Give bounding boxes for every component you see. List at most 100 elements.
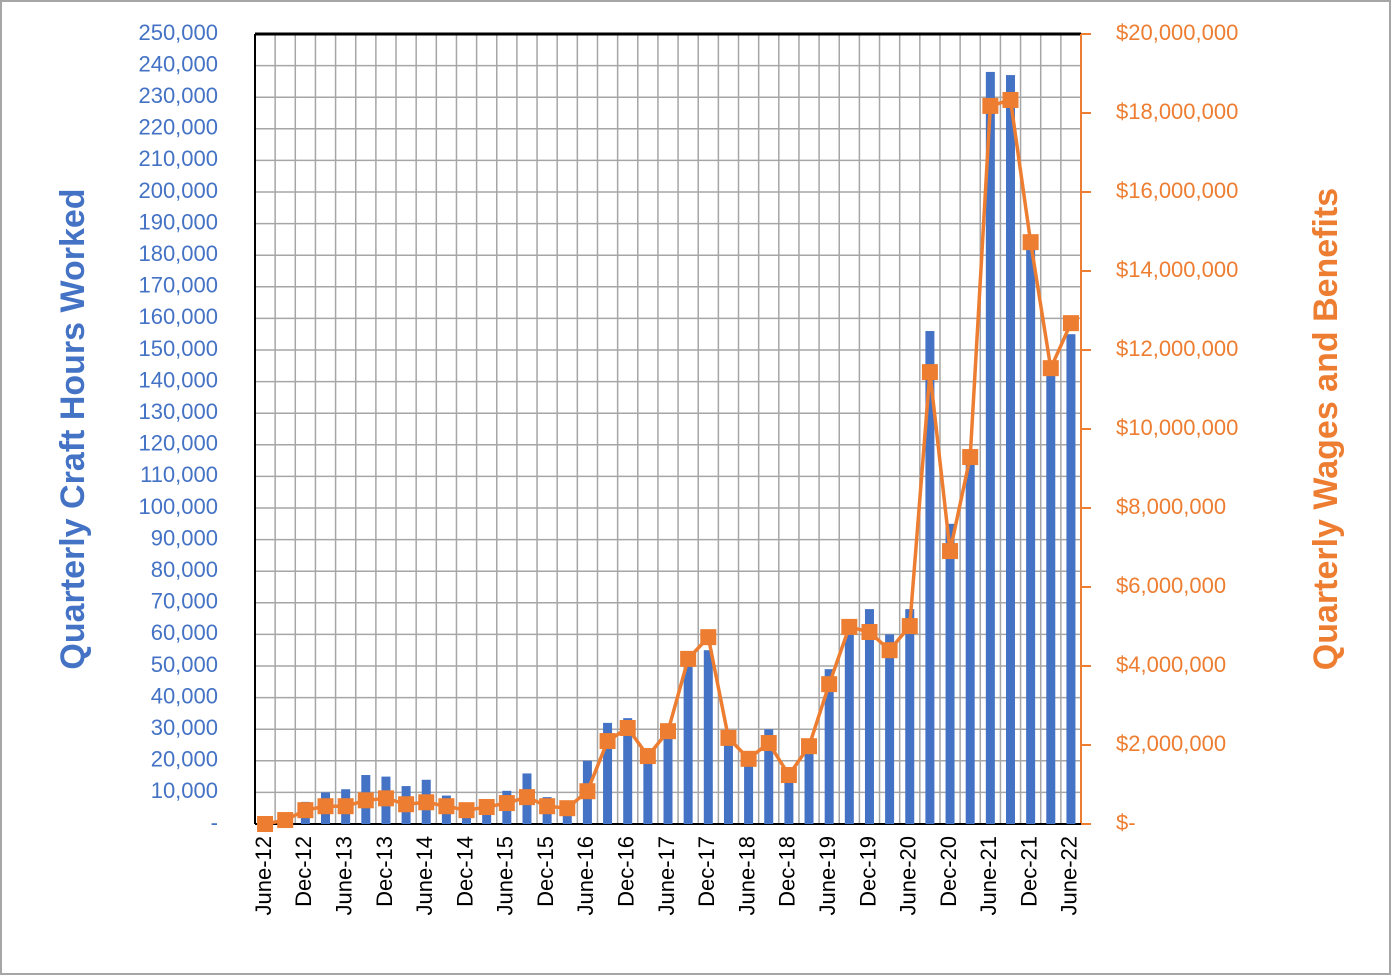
y2-tick-label: $20,000,000 (1116, 20, 1238, 45)
x-tick-label: Dec-21 (1016, 836, 1041, 907)
x-tick-label: Dec-20 (936, 836, 961, 907)
marker (579, 783, 596, 800)
y2-tick-label: $4,000,000 (1116, 652, 1226, 677)
marker (841, 618, 858, 635)
marker (599, 733, 616, 750)
y-tick-label: 100,000 (138, 494, 218, 519)
bar (703, 650, 713, 824)
y2-axis-title: Quarterly Wages and Benefits (1307, 188, 1345, 670)
y-tick-label: 240,000 (138, 51, 218, 76)
bar (663, 729, 673, 824)
y2-tick-label: $14,000,000 (1116, 257, 1238, 282)
y-tick-label: 220,000 (138, 115, 218, 140)
x-tick-label: June-18 (734, 836, 759, 916)
bar (603, 722, 613, 824)
marker (760, 735, 777, 752)
marker (740, 750, 757, 767)
marker (921, 364, 938, 381)
bar (1066, 334, 1076, 824)
y2-tick-label: $2,000,000 (1116, 731, 1226, 756)
y-tick-label: 160,000 (138, 304, 218, 329)
y-tick-label: 120,000 (138, 431, 218, 456)
x-tick-label: Dec-19 (855, 836, 880, 907)
x-tick-label: June-19 (815, 836, 840, 916)
bar (824, 669, 834, 824)
bar (623, 718, 633, 824)
y-tick-label: 130,000 (138, 399, 218, 424)
x-tick-label: June-14 (412, 836, 437, 916)
bar (945, 523, 955, 824)
x-tick-label: June-17 (654, 836, 679, 916)
y-tick-label: 80,000 (151, 557, 218, 582)
marker (1062, 315, 1079, 332)
marker (700, 629, 717, 646)
y-tick-label: 200,000 (138, 178, 218, 203)
marker (821, 676, 838, 693)
bar (844, 624, 854, 824)
marker (257, 816, 274, 832)
marker (942, 543, 959, 560)
y-tick-label: 60,000 (151, 620, 218, 645)
x-tick-label: Dec-14 (452, 836, 477, 907)
x-tick-label: June-21 (976, 836, 1001, 916)
y-tick-label: 170,000 (138, 273, 218, 298)
marker (801, 738, 818, 755)
marker (518, 789, 535, 806)
y2-tick-label: $18,000,000 (1116, 99, 1238, 124)
x-tick-label: June-15 (493, 836, 518, 916)
bar (764, 729, 774, 824)
x-tick-label: Dec-17 (694, 836, 719, 907)
marker (982, 97, 999, 114)
x-tick-label: June-22 (1057, 836, 1082, 916)
bar (683, 666, 693, 824)
x-tick-label: June-20 (896, 836, 921, 916)
marker (1022, 234, 1039, 251)
y-tick-label: 70,000 (151, 589, 218, 614)
y2-tick-label: $6,000,000 (1116, 573, 1226, 598)
marker (357, 792, 374, 809)
x-tick-label: June-12 (251, 836, 276, 916)
y-tick-label: 90,000 (151, 525, 218, 550)
y-tick-label: 190,000 (138, 209, 218, 234)
marker (861, 624, 878, 641)
y-tick-label: 40,000 (151, 683, 218, 708)
bar (643, 757, 653, 824)
y2-tick-label: $12,000,000 (1116, 336, 1238, 361)
y-tick-label: 30,000 (151, 715, 218, 740)
marker (720, 729, 737, 746)
y2-tick-label: $8,000,000 (1116, 494, 1226, 519)
marker (881, 642, 898, 659)
marker (337, 798, 354, 815)
y-tick-label: 140,000 (138, 367, 218, 392)
bar (925, 331, 935, 824)
y-tick-label: - (211, 810, 218, 835)
marker (458, 802, 475, 819)
x-tick-label: Dec-13 (372, 836, 397, 907)
x-tick-label: Dec-15 (533, 836, 558, 907)
bar (885, 634, 895, 824)
y2-tick-label: $- (1116, 810, 1136, 835)
y-tick-label: 50,000 (151, 652, 218, 677)
marker (639, 748, 656, 765)
y2-tick-label: $16,000,000 (1116, 178, 1238, 203)
x-tick-label: June-13 (331, 836, 356, 916)
marker (398, 796, 415, 813)
x-tick-label: June-16 (573, 836, 598, 916)
marker (277, 812, 294, 829)
bar (784, 779, 794, 824)
x-tick-label: Dec-16 (614, 836, 639, 907)
bar (744, 760, 754, 824)
marker (559, 800, 576, 817)
y-tick-label: 210,000 (138, 146, 218, 171)
marker (297, 802, 314, 819)
marker (377, 790, 394, 807)
marker (1002, 91, 1019, 108)
marker (317, 798, 334, 815)
marker (478, 799, 495, 816)
y2-tick-label: $10,000,000 (1116, 415, 1238, 440)
y-tick-label: 20,000 (151, 747, 218, 772)
bar (905, 609, 915, 824)
marker (660, 723, 676, 740)
